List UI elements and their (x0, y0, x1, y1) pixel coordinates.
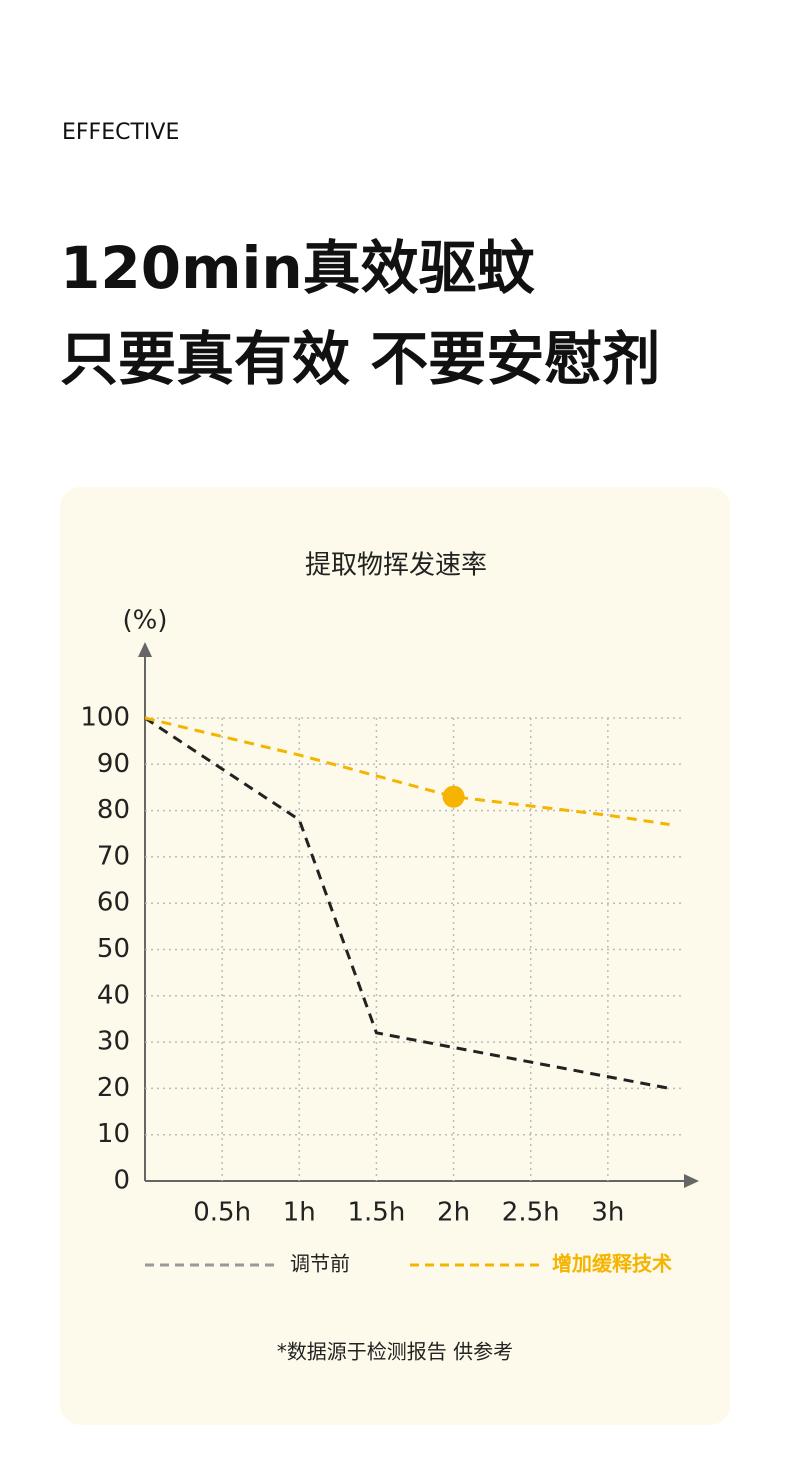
y-tick-label: 90 (97, 749, 130, 779)
y-tick-label: 0 (113, 1166, 130, 1196)
legend-label: 调节前 (290, 1252, 350, 1276)
card (60, 487, 730, 1425)
x-tick-label: 1h (283, 1198, 316, 1228)
headline: 120min真效驱蚊 (60, 234, 536, 302)
x-tick-label: 0.5h (193, 1198, 251, 1228)
y-tick-label: 30 (97, 1027, 130, 1057)
x-arrow (684, 1174, 699, 1188)
y-tick-label: 50 (97, 934, 130, 964)
y-tick-label: 10 (97, 1119, 130, 1149)
x-tick-label: 1.5h (348, 1198, 406, 1228)
chart-title: 提取物挥发速率 (305, 551, 487, 581)
x-tick-label: 2h (437, 1198, 470, 1228)
eyebrow: EFFECTIVE (62, 120, 179, 145)
y-tick-label: 80 (97, 795, 130, 825)
series-line (144, 716, 670, 1090)
series-line (144, 716, 670, 826)
y-tick-label: 60 (97, 888, 130, 918)
y-axis-label: (%) (123, 606, 168, 636)
y-tick-label: 20 (97, 1073, 130, 1103)
x-tick-label: 3h (591, 1198, 624, 1228)
headline: 只要真有效 不要安慰剂 (60, 325, 660, 393)
y-arrow (138, 642, 152, 657)
highlight-dot (442, 785, 465, 808)
y-tick-label: 40 (97, 980, 130, 1010)
y-tick-label: 70 (97, 841, 130, 871)
footnote: *数据源于检测报告 供参考 (277, 1340, 513, 1364)
x-tick-label: 2.5h (502, 1198, 560, 1228)
y-tick-label: 100 (80, 703, 130, 733)
legend-label: 增加缓释技术 (552, 1252, 672, 1276)
